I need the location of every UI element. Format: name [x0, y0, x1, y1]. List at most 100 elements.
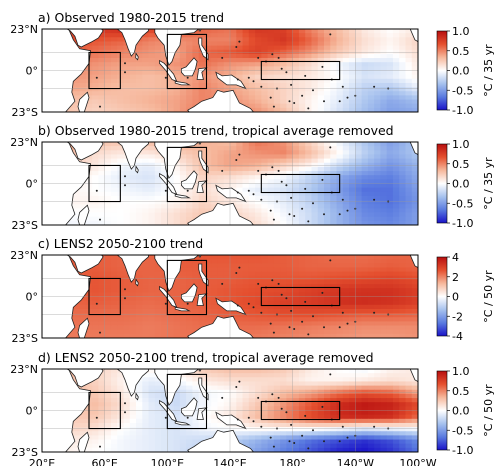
- heatmap-cell: [211, 37, 218, 42]
- heatmap-cell: [155, 163, 162, 168]
- heatmap-cell: [380, 435, 387, 440]
- heatmap-cell: [362, 390, 369, 395]
- heatmap-cell: [393, 276, 400, 281]
- heatmap-cell: [249, 175, 256, 180]
- heatmap-cell: [299, 150, 306, 155]
- heatmap-cell: [243, 431, 250, 436]
- heatmap-cell: [268, 390, 275, 395]
- heatmap-cell: [180, 213, 187, 218]
- heatmap-cell: [343, 171, 350, 176]
- heatmap-cell: [405, 213, 412, 218]
- heatmap-cell: [343, 83, 350, 88]
- heatmap-cell: [343, 179, 350, 184]
- heatmap-cell: [362, 83, 369, 88]
- heatmap-cell: [236, 175, 243, 180]
- heatmap-cell: [149, 204, 156, 209]
- heatmap-cell: [92, 431, 99, 436]
- heatmap-cell: [180, 175, 187, 180]
- heatmap-cell: [192, 431, 199, 436]
- heatmap-cell: [180, 87, 187, 92]
- heatmap-cell: [299, 196, 306, 201]
- heatmap-cell: [293, 50, 300, 55]
- heatmap-cell: [130, 171, 137, 176]
- heatmap-cell: [405, 41, 412, 46]
- heatmap-cell: [412, 313, 419, 318]
- heatmap-cell: [155, 317, 162, 322]
- heatmap-cell: [236, 369, 243, 374]
- heatmap-cell: [111, 267, 118, 272]
- heatmap-cell: [311, 208, 318, 213]
- heatmap-cell: [412, 41, 419, 46]
- heatmap-cell: [368, 263, 375, 268]
- heatmap-cell: [330, 200, 337, 205]
- heatmap-cell: [274, 75, 281, 80]
- heatmap-cell: [318, 272, 325, 277]
- heatmap-cell: [293, 415, 300, 420]
- heatmap-cell: [192, 37, 199, 42]
- heatmap-cell: [399, 435, 406, 440]
- heatmap-cell: [243, 276, 250, 281]
- heatmap-cell: [230, 263, 237, 268]
- heatmap-cell: [399, 66, 406, 71]
- heatmap-cell: [211, 33, 218, 38]
- heatmap-cell: [199, 171, 206, 176]
- heatmap-cell: [362, 204, 369, 209]
- heatmap-cell: [324, 411, 331, 416]
- heatmap-cell: [105, 411, 112, 416]
- heatmap-cell: [330, 321, 337, 326]
- heatmap-cell: [299, 292, 306, 297]
- heatmap-cell: [155, 301, 162, 306]
- heatmap-cell: [330, 435, 337, 440]
- heatmap-cell: [318, 75, 325, 80]
- heatmap-cell: [337, 330, 344, 335]
- heatmap-cell: [280, 29, 287, 34]
- heatmap-cell: [393, 398, 400, 403]
- heatmap-cell: [280, 444, 287, 449]
- heatmap-cell: [362, 87, 369, 92]
- heatmap-cell: [286, 184, 293, 189]
- island-marker: [321, 179, 323, 181]
- heatmap-cell: [305, 150, 312, 155]
- heatmap-cell: [280, 146, 287, 151]
- heatmap-cell: [318, 444, 325, 449]
- heatmap-cell: [311, 309, 318, 314]
- heatmap-cell: [130, 305, 137, 310]
- heatmap-cell: [368, 317, 375, 322]
- heatmap-cell: [105, 444, 112, 449]
- heatmap-cell: [337, 104, 344, 109]
- heatmap-cell: [293, 87, 300, 92]
- heatmap-cell: [174, 71, 181, 76]
- heatmap-cell: [355, 104, 362, 109]
- heatmap-cell: [293, 390, 300, 395]
- heatmap-cell: [318, 104, 325, 109]
- heatmap-cell: [155, 440, 162, 445]
- heatmap-cell: [380, 411, 387, 416]
- heatmap-cell: [380, 381, 387, 386]
- heatmap-cell: [199, 398, 206, 403]
- heatmap-cell: [174, 326, 181, 331]
- heatmap-cell: [217, 196, 224, 201]
- heatmap-cell: [92, 213, 99, 218]
- heatmap-cell: [186, 167, 193, 172]
- heatmap-cell: [243, 435, 250, 440]
- heatmap-cell: [111, 159, 118, 164]
- heatmap-cell: [412, 406, 419, 411]
- heatmap-cell: [243, 386, 250, 391]
- heatmap-cell: [180, 280, 187, 285]
- heatmap-cell: [305, 373, 312, 378]
- heatmap-cell: [192, 41, 199, 46]
- panel-c-cbar-tick: -2: [452, 310, 463, 323]
- heatmap-cell: [318, 83, 325, 88]
- heatmap-cell: [236, 54, 243, 59]
- heatmap-cell: [324, 377, 331, 382]
- heatmap-cell: [286, 255, 293, 260]
- heatmap-cell: [380, 280, 387, 285]
- heatmap-cell: [399, 402, 406, 407]
- heatmap-cell: [98, 317, 105, 322]
- heatmap-cell: [111, 259, 118, 264]
- heatmap-cell: [349, 142, 356, 147]
- heatmap-cell: [249, 386, 256, 391]
- island-marker: [260, 86, 262, 88]
- heatmap-cell: [374, 142, 381, 147]
- heatmap-cell: [374, 184, 381, 189]
